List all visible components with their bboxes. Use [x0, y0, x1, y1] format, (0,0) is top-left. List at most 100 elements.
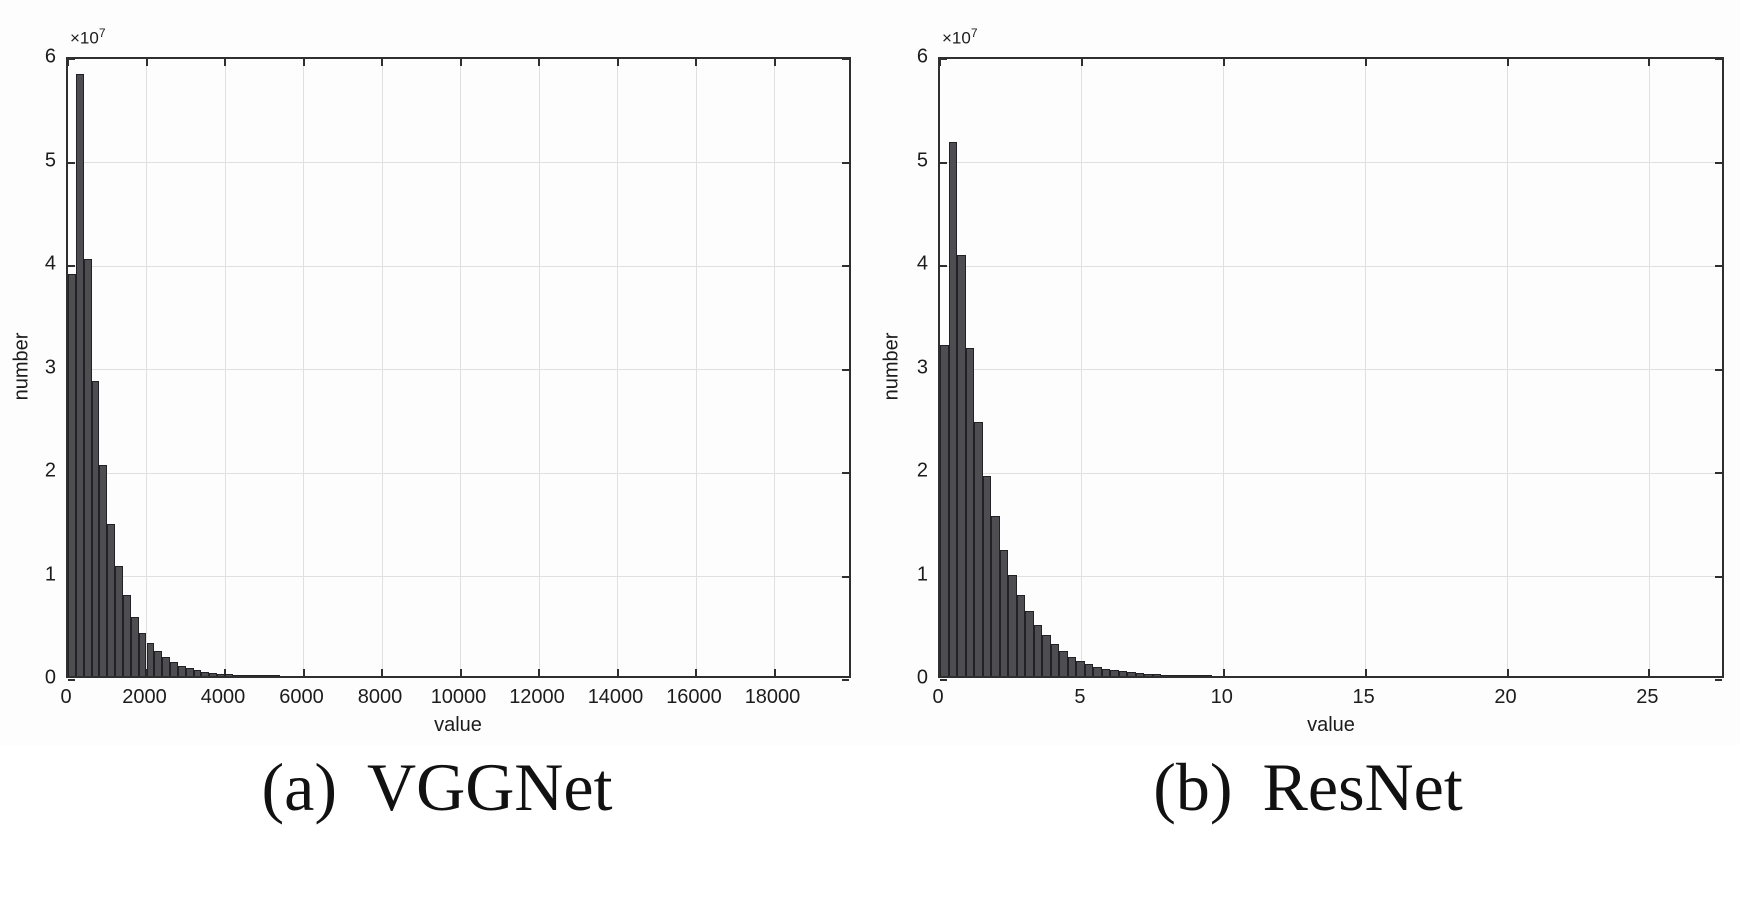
x-tick-mark — [773, 669, 776, 676]
x-tick-mark — [67, 59, 69, 66]
x-tick-label: 8000 — [357, 686, 403, 708]
histogram-bar — [225, 674, 233, 676]
x-gridline — [303, 59, 304, 676]
vggnet-y-exponent-label: ×107 — [70, 26, 106, 48]
x-tick-mark — [1648, 669, 1651, 676]
resnet-plot-area — [938, 57, 1724, 681]
x-tick-mark — [1506, 669, 1509, 676]
histogram-bar — [177, 665, 186, 676]
histogram-bar — [1033, 625, 1043, 676]
x-tick-mark — [616, 59, 619, 66]
y-tick-mark — [68, 58, 75, 60]
histogram-bar — [130, 617, 139, 676]
histogram-bar — [1008, 574, 1017, 676]
x-tick-mark — [1222, 59, 1225, 66]
x-tick-mark — [381, 59, 383, 66]
x-tick-mark — [145, 59, 148, 66]
x-gridline — [695, 59, 697, 676]
histogram-bar — [957, 254, 966, 676]
x-tick-label: 5 — [1074, 686, 1086, 708]
y-tick-mark — [68, 679, 75, 681]
histogram-bar — [248, 675, 257, 676]
y-gridline — [68, 265, 849, 267]
x-tick-mark — [302, 59, 305, 66]
histogram-bar — [115, 566, 123, 676]
histogram-bar — [1042, 634, 1051, 676]
y-tick-mark — [842, 472, 849, 474]
histogram-bar — [185, 668, 194, 676]
histogram-bar — [217, 673, 225, 676]
y-tick-mark — [1715, 368, 1722, 371]
y-tick-label: 3 — [916, 356, 928, 378]
histogram-bar — [1101, 668, 1111, 676]
histogram-bar — [170, 662, 178, 676]
vggnet-plot-area — [66, 57, 851, 681]
y-tick-mark — [1715, 679, 1722, 681]
x-gridline — [1365, 59, 1367, 676]
x-tick-label: 12000 — [509, 686, 565, 708]
histogram-bar — [256, 675, 265, 676]
x-tick-mark — [224, 669, 226, 676]
y-tick-label: 1 — [44, 563, 56, 585]
histogram-bar — [1186, 675, 1196, 676]
x-tick-mark — [773, 59, 776, 66]
x-gridline — [1081, 59, 1083, 676]
y-tick-mark — [1715, 575, 1722, 578]
x-tick-mark — [381, 669, 383, 676]
vggnet-x-axis-label: value — [434, 714, 482, 736]
x-tick-mark — [538, 669, 540, 676]
x-tick-label: 0 — [932, 686, 944, 708]
x-tick-label: 15 — [1352, 686, 1375, 708]
y-gridline — [940, 369, 1722, 370]
histogram-bar — [1110, 670, 1119, 676]
x-tick-label: 0 — [60, 686, 72, 708]
x-tick-label: 18000 — [744, 686, 801, 708]
y-tick-mark — [842, 58, 849, 60]
y-tick-label: 0 — [916, 666, 928, 689]
x-gridline — [146, 59, 147, 676]
y-tick-mark — [940, 679, 947, 681]
y-tick-mark — [940, 58, 947, 60]
x-gridline — [1223, 59, 1225, 676]
y-tick-label: 0 — [44, 666, 56, 689]
histogram-bar — [209, 672, 218, 676]
x-tick-mark — [459, 669, 462, 676]
histogram-bar — [75, 73, 84, 676]
x-tick-mark — [1364, 669, 1367, 676]
x-tick-label: 20 — [1494, 686, 1517, 708]
x-gridline — [224, 59, 226, 676]
histogram-bar — [1093, 666, 1102, 676]
histogram-bar — [1178, 675, 1187, 676]
x-tick-mark — [1080, 59, 1083, 66]
y-tick-label: 1 — [916, 563, 928, 585]
x-tick-label: 10000 — [430, 686, 487, 708]
x-tick-mark — [302, 669, 305, 676]
histogram-bar — [1067, 656, 1077, 676]
histogram-bar — [1059, 651, 1068, 676]
caption-vggnet-name: VGGNet — [366, 749, 613, 825]
x-tick-mark — [1364, 59, 1367, 66]
y-tick-mark — [842, 368, 849, 371]
x-gridline — [460, 59, 461, 676]
x-tick-mark — [1222, 669, 1225, 676]
histogram-bar — [1144, 673, 1153, 676]
y-tick-label: 5 — [44, 149, 56, 171]
x-tick-mark — [695, 59, 697, 66]
y-gridline — [68, 576, 849, 577]
y-tick-label: 4 — [44, 252, 56, 275]
x-gridline — [1648, 59, 1650, 676]
y-gridline — [940, 472, 1722, 474]
histogram-bar — [201, 671, 210, 676]
x-tick-label: 2000 — [122, 686, 167, 708]
histogram-bar — [974, 422, 983, 676]
y-tick-mark — [1715, 265, 1722, 267]
x-tick-label: 16000 — [666, 686, 722, 708]
histogram-bar — [68, 274, 76, 676]
y-tick-mark — [842, 161, 849, 164]
x-tick-mark — [939, 59, 941, 66]
y-tick-mark — [1715, 161, 1722, 164]
histogram-bar — [83, 258, 92, 676]
caption-resnet-name: ResNet — [1262, 749, 1463, 825]
y-gridline — [68, 472, 849, 474]
